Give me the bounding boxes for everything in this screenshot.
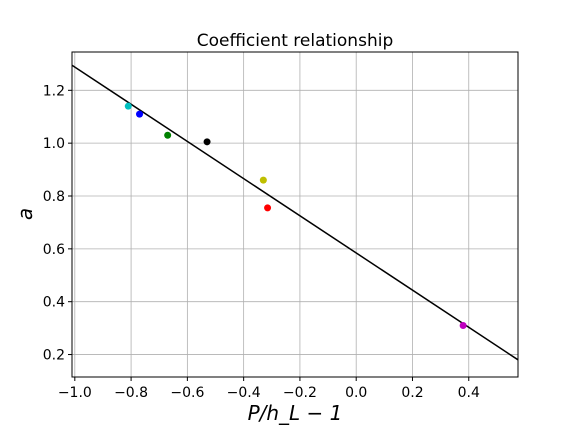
x-tick-label: −1.0 [58, 385, 92, 401]
data-point-5 [259, 176, 267, 184]
grid [72, 52, 518, 377]
points-layer [124, 102, 467, 329]
plot-frame [71, 51, 519, 378]
y-axis-ticks: 0.2 0.4 0.6 0.8 1.0 1.2 [43, 83, 72, 364]
y-tick-label: 0.6 [43, 242, 65, 258]
x-tick-label: 0.0 [345, 385, 367, 401]
y-tick-label: 1.2 [43, 83, 65, 99]
data-point-6 [264, 204, 272, 212]
y-tick-label: 0.8 [43, 189, 65, 205]
x-axis-ticks: −1.0 −0.8 −0.6 −0.4 −0.2 0.0 0.2 0.4 [58, 377, 480, 401]
fit-line [72, 64, 518, 361]
y-tick-label: 1.0 [43, 136, 65, 152]
data-point-3 [164, 131, 172, 139]
x-tick-label: −0.2 [283, 385, 317, 401]
data-point-7 [459, 321, 467, 329]
x-tick-label: −0.8 [114, 385, 148, 401]
plot-area [72, 52, 518, 377]
data-point-4 [203, 138, 211, 146]
x-tick-label: −0.6 [170, 385, 204, 401]
x-tick-label: 0.2 [401, 385, 423, 401]
fit-line-layer [72, 64, 518, 361]
y-tick-label: 0.2 [43, 348, 65, 364]
data-point-1 [124, 102, 132, 110]
x-tick-label: 0.4 [458, 385, 480, 401]
y-tick-label: 0.4 [43, 295, 65, 311]
y-axis-label: a [13, 208, 37, 220]
x-axis-label: P/h_L − 1 [248, 401, 343, 425]
data-point-2 [136, 110, 144, 118]
chart-title: Coefficient relationship [197, 31, 393, 51]
x-tick-label: −0.4 [227, 385, 261, 401]
